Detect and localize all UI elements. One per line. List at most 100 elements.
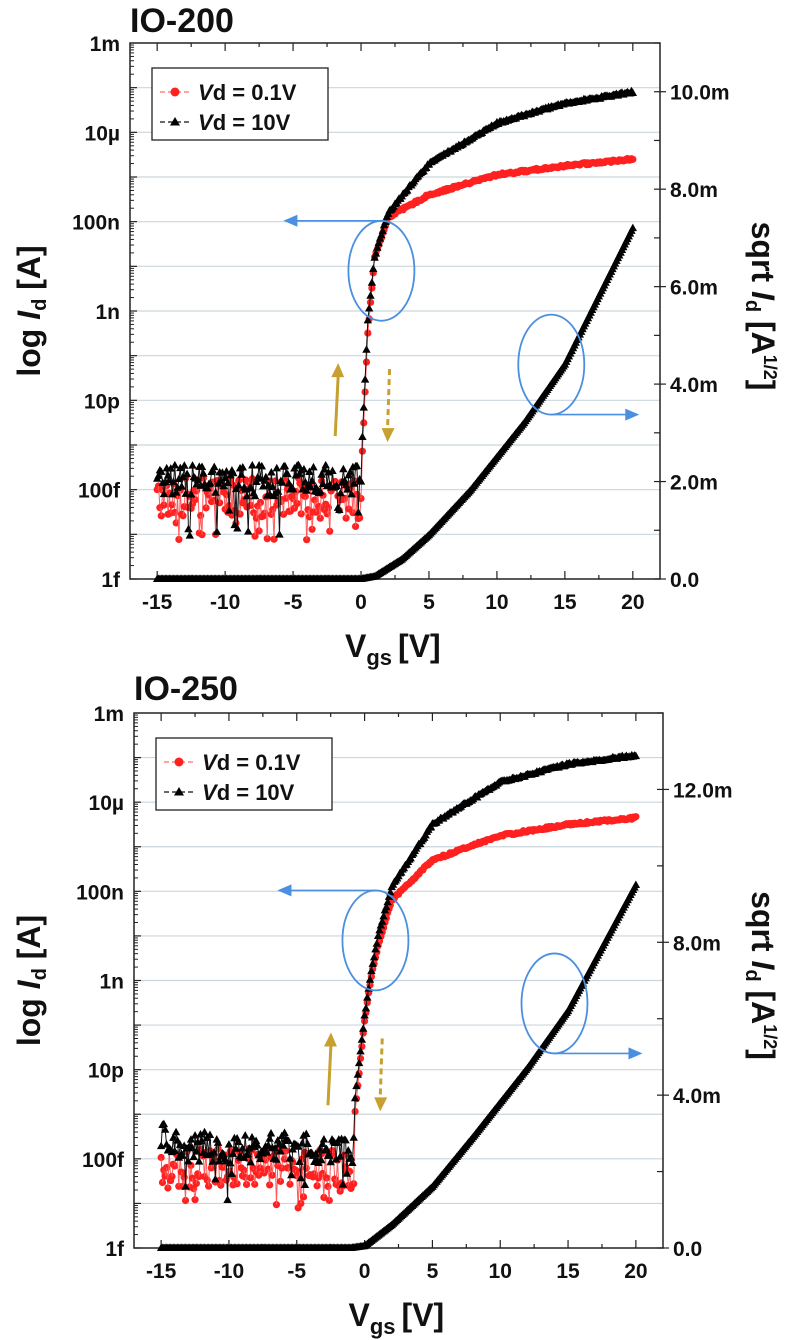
data-point-vd-0.1v (171, 1162, 179, 1170)
data-point-vd-10v (293, 1142, 303, 1150)
series-line-segment (363, 379, 366, 408)
x-tick-label: -10 (214, 1260, 244, 1283)
series-line-segment (232, 473, 236, 526)
y-right-tick-label: 0.0 (670, 569, 699, 592)
data-point-vd-10v (241, 1131, 250, 1139)
y-left-tick-label: 10p (84, 390, 120, 413)
series-line-segment (361, 407, 365, 438)
data-point-vd-10v (257, 461, 267, 470)
data-point-vd-10v (268, 482, 277, 491)
y-right-label-sup: 1/2 (760, 355, 780, 380)
x-tick-label: 20 (621, 591, 644, 614)
legend-marker-circle-icon (170, 87, 180, 97)
series-vd-10v-sqrt (152, 223, 638, 582)
series-line-segment (353, 1111, 356, 1184)
data-point-vd-10v (229, 468, 238, 477)
x-axis-label-sub: gs (366, 645, 392, 670)
data-point-vd-10v (352, 461, 362, 470)
y-left-axis-label: log Id [A] (11, 915, 51, 1046)
x-tick-label: 10 (489, 1260, 512, 1283)
data-point-vd-10v (253, 1141, 262, 1149)
data-point-vd-10v (311, 1149, 320, 1157)
series-line-segment (365, 320, 369, 350)
data-point-vd-10v (200, 1127, 209, 1136)
y-left-tick-label: 1n (99, 971, 124, 994)
legend-label-italic: V (198, 80, 215, 105)
series-vd-10v (152, 86, 638, 539)
y-left-axis-label: log Id [A] (11, 245, 51, 376)
legend-label-italic: V (202, 780, 219, 805)
y-right-label-sup: 1/2 (760, 1024, 780, 1049)
legend-label: Vd = 10V (198, 110, 291, 135)
series-line-segment (364, 349, 367, 380)
series-line-segment (278, 480, 282, 535)
series-line-segment (323, 1151, 326, 1198)
y-left-tick-label: 1f (105, 1238, 125, 1261)
sweep-down-arrow-icon (381, 428, 395, 443)
data-point-vd-10v (283, 469, 292, 478)
legend-box (155, 737, 333, 811)
y-left-tick-label: 100n (76, 881, 124, 904)
series-line-segment (236, 485, 240, 529)
y-left-label-prefix: log (11, 320, 47, 377)
y-right-axis-label: sqrt Id [A1/2] (741, 891, 781, 1060)
y-left-label-italic: I (11, 979, 47, 989)
series-line-segment (324, 1151, 328, 1178)
ellipse-annotation-left (341, 889, 410, 992)
chart-title: IO-250 (134, 670, 238, 708)
data-point-vd-10v (309, 462, 318, 471)
data-point-vd-10v (346, 1153, 356, 1161)
data-point-vd-10v (176, 463, 185, 472)
y-right-tick-label: 4.0m (670, 374, 718, 397)
data-point-sqrt (628, 223, 638, 232)
y-right-label-suffix: [A (745, 312, 781, 355)
data-point-vd-10v (219, 1149, 228, 1158)
sweep-down-arrow-line (378, 1038, 384, 1098)
data-point-vd-10v (251, 1136, 261, 1145)
series-vd-10v (156, 750, 641, 1204)
legend-label: Vd = 0.1V (202, 750, 301, 775)
ellipse-annotation-right (517, 313, 586, 416)
x-tick-label: -15 (142, 591, 173, 614)
data-point-vd-10v (303, 1139, 312, 1148)
y-right-label-prefix: sqrt (745, 891, 781, 960)
x-tick-label: 0 (355, 591, 367, 614)
data-point-vd-10v (213, 1138, 223, 1146)
data-point-vd-10v (184, 524, 193, 533)
x-tick-label: -10 (210, 591, 240, 614)
legend-label: Vd = 0.1V (198, 80, 297, 105)
sweep-down-arrow-icon (374, 1097, 388, 1112)
x-tick-label: -5 (287, 1260, 306, 1283)
data-point-vd-10v (166, 464, 175, 472)
chart-title: IO-200 (130, 2, 234, 40)
data-point-vd-0.1v (181, 1196, 190, 1205)
series-line-segment (275, 1165, 279, 1205)
data-point-vd-10v (294, 460, 303, 469)
series-line-segment (189, 494, 192, 536)
arrow-left-icon (277, 884, 292, 897)
y-left-label-sub: d (29, 968, 51, 980)
x-tick-label: -15 (146, 1260, 177, 1283)
data-point-vd-10v (205, 1130, 215, 1138)
y-left-label-suffix: [A] (11, 245, 47, 298)
x-axis-label-unit: [V] (402, 1297, 445, 1333)
chart-io-200: IO-200 1m 10µ 100n 1n 10p 100f 1f 0.0 2.0m 4.0m 6.… (11, 2, 781, 670)
chart-io-250: IO-250 1m 10µ 100n 1n 10p 100f 1f 0.0 4.0m 8.0m 12… (11, 670, 781, 1339)
y-right-tick-label: 8.0m (673, 932, 721, 955)
series-line-segment (166, 485, 169, 515)
series-line-segment (172, 483, 176, 513)
arrow-right-icon (625, 408, 640, 421)
data-point-vd-10v (159, 1119, 169, 1128)
y-left-label-sub: d (29, 299, 51, 311)
data-point-sqrt (631, 880, 641, 888)
series-line-segment (360, 437, 363, 482)
sweep-up-arrow-icon (323, 1032, 337, 1047)
series-line-segment (310, 485, 313, 530)
data-point-vd-10v (170, 460, 180, 469)
legend-marker-circle-icon (174, 757, 184, 767)
data-point-vd-10v (234, 1137, 243, 1146)
y-left-tick-label: 1m (90, 33, 120, 56)
data-point-vd-10v (188, 461, 197, 469)
y-right-tick-label: 10.0m (670, 82, 730, 105)
